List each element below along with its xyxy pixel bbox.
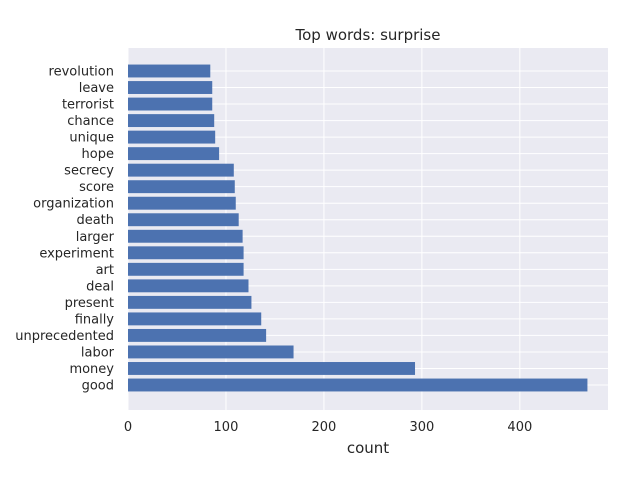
y-tick-label-finally: finally xyxy=(75,312,115,327)
bar-terrorist xyxy=(128,97,213,111)
bar-death xyxy=(128,213,239,227)
y-tick-label-good: good xyxy=(82,379,114,394)
bar-art xyxy=(128,262,244,276)
bar-deal xyxy=(128,279,249,293)
bar-larger xyxy=(128,229,243,243)
y-tick-label-death: death xyxy=(76,213,114,228)
y-tick-label-unprecedented: unprecedented xyxy=(15,329,114,344)
bar-money xyxy=(128,362,416,375)
bar-revolution xyxy=(128,64,211,78)
y-tick-label-chance: chance xyxy=(67,114,114,129)
bar-labor xyxy=(128,345,294,359)
y-tick-label-deal: deal xyxy=(86,279,114,294)
bar-experiment xyxy=(128,246,244,260)
bar-organization xyxy=(128,196,236,210)
bar-secrecy xyxy=(128,163,234,177)
bar-present xyxy=(128,295,252,309)
y-tick-label-larger: larger xyxy=(76,230,115,245)
y-tick-label-score: score xyxy=(79,180,114,195)
y-tick-label-secrecy: secrecy xyxy=(64,164,114,179)
bars xyxy=(128,64,588,392)
bar-chance xyxy=(128,114,215,128)
y-tick-label-experiment: experiment xyxy=(39,246,114,261)
x-tick-label: 100 xyxy=(214,420,239,435)
y-tick-label-hope: hope xyxy=(82,147,114,162)
x-axis-label: count xyxy=(347,439,389,457)
y-tick-label-art: art xyxy=(96,263,114,278)
bar-hope xyxy=(128,147,220,161)
bar-good xyxy=(128,378,588,392)
y-tick-label-present: present xyxy=(65,296,114,311)
y-tick-label-organization: organization xyxy=(33,197,114,212)
y-tick-label-revolution: revolution xyxy=(49,65,114,80)
y-tick-label-money: money xyxy=(69,362,114,377)
bar-finally xyxy=(128,312,262,326)
x-tick-label: 400 xyxy=(507,420,532,435)
bar-score xyxy=(128,180,235,194)
bar-leave xyxy=(128,81,213,94)
y-tick-label-labor: labor xyxy=(81,345,115,360)
chart-title: Top words: surprise xyxy=(295,26,441,44)
bar-unique xyxy=(128,130,216,144)
x-tick-labels: 0 100 200 300 400 xyxy=(124,420,532,435)
x-tick-label: 300 xyxy=(409,420,434,435)
x-tick-label: 0 xyxy=(124,420,132,435)
y-tick-label-terrorist: terrorist xyxy=(62,98,114,113)
bar-unprecedented xyxy=(128,328,267,342)
x-tick-label: 200 xyxy=(312,420,337,435)
y-tick-label-leave: leave xyxy=(79,81,114,96)
y-tick-label-unique: unique xyxy=(69,131,114,146)
